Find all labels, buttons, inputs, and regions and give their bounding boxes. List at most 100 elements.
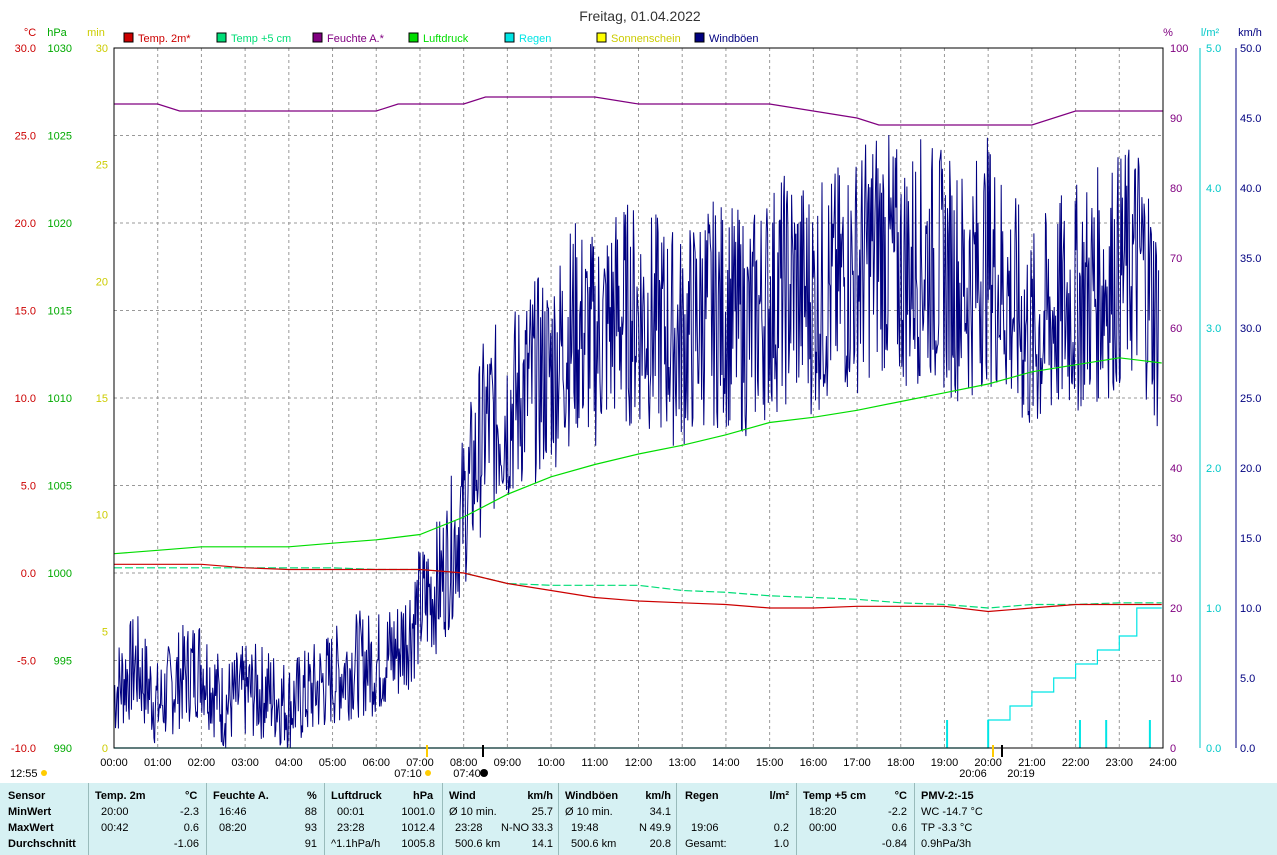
temp5cm-max: 0.6 <box>891 822 907 834</box>
series-temp-2m <box>114 563 1162 613</box>
wind-tick: 20.0 <box>1240 463 1261 475</box>
time-tick: 04:00 <box>275 757 303 769</box>
pmv-header: PMV-2:-15 <box>921 790 974 802</box>
humidity-tick: 60 <box>1170 323 1182 335</box>
humidity-tick: 40 <box>1170 463 1182 475</box>
humidity-tick: 30 <box>1170 533 1182 545</box>
rain-tick: 1.0 <box>1206 603 1221 615</box>
wind-max-dir: N-NO <box>501 822 530 834</box>
wind-tick: 30.0 <box>1240 323 1261 335</box>
temp2m-max-time: 00:42 <box>101 822 129 834</box>
plot-frame <box>113 47 1164 749</box>
time-tick: 17:00 <box>843 757 871 769</box>
humidity-tick: 80 <box>1170 183 1182 195</box>
legend-swatch <box>596 32 607 43</box>
pressure-tick: 990 <box>54 743 72 755</box>
sun-tick: 0 <box>102 743 108 755</box>
pmv-dewpoint: TP -3.3 °C <box>921 822 973 834</box>
rain-axis-unit: l/m² <box>1201 27 1220 39</box>
temp-tick: 10.0 <box>15 393 36 405</box>
summary-row-max: MaxWert <box>8 822 54 834</box>
sunset-label: 20:06 <box>959 768 987 780</box>
rain-header: Regen <box>685 790 719 802</box>
temp2m-max: 0.6 <box>183 822 199 834</box>
wind-avg10: 25.7 <box>531 806 553 818</box>
series-windb-en <box>113 135 1160 749</box>
legend: Temp. 2m* Temp +5 cm Feuchte A.* Luftdruck R… <box>123 32 759 45</box>
legend-label: Temp. 2m* <box>138 33 191 45</box>
gusts-unit: km/h <box>645 790 671 802</box>
pressure-max-time: 23:28 <box>337 822 365 834</box>
rain-max-time: 19:06 <box>691 822 719 834</box>
time-tick: 05:00 <box>319 757 347 769</box>
time-tick: 20:00 <box>974 757 1002 769</box>
humidity-tick: 50 <box>1170 393 1182 405</box>
sunrise-icon <box>425 770 431 776</box>
summary-table: Sensor MinWert MaxWert Durchschnitt Temp… <box>0 783 1277 855</box>
temp5cm-avg: -0.84 <box>881 838 907 850</box>
gusts-avg10: 34.1 <box>649 806 671 818</box>
gusts-distance: 500.6 km <box>571 838 617 850</box>
time-tick: 03:00 <box>231 757 259 769</box>
temp2m-min: -2.3 <box>180 806 199 818</box>
wind-tick: 50.0 <box>1240 43 1261 55</box>
wind-tick: 45.0 <box>1240 113 1261 125</box>
temp-tick: 20.0 <box>15 218 36 230</box>
gusts-header: Windböen <box>565 790 619 802</box>
summary-row-avg: Durchschnitt <box>8 838 76 850</box>
summary-row-min: MinWert <box>8 806 52 818</box>
rain-total: 1.0 <box>773 838 789 850</box>
pressure-tick: 1000 <box>48 568 72 580</box>
pressure-axis-unit: hPa <box>47 27 67 39</box>
pressure-trend: ^1.1hPa/h <box>331 838 381 850</box>
moon-icon <box>480 769 488 777</box>
humidity-tick: 70 <box>1170 253 1182 265</box>
time-tick: 01:00 <box>144 757 172 769</box>
time-tick: 07:00 <box>406 757 434 769</box>
humidity-max: 93 <box>304 822 317 834</box>
wind-max: 33.3 <box>531 822 553 834</box>
pressure-tick: 1015 <box>48 306 72 318</box>
legend-swatch <box>408 32 419 43</box>
wind-tick: 10.0 <box>1240 603 1261 615</box>
sun-icon <box>41 770 47 776</box>
rain-tick: 0.0 <box>1206 743 1221 755</box>
temp-tick: 30.0 <box>15 43 36 55</box>
humidity-avg: 91 <box>304 838 317 850</box>
gusts-avg10-label: Ø 10 min. <box>565 806 613 818</box>
gusts-avg: 20.8 <box>649 838 671 850</box>
series-group <box>113 96 1163 749</box>
wind-tick: 35.0 <box>1240 253 1261 265</box>
summary-sensor-header: Sensor <box>8 790 46 802</box>
temp-tick: 0.0 <box>21 568 36 580</box>
time-tick: 14:00 <box>712 757 740 769</box>
pressure-tick: 995 <box>54 656 72 668</box>
sun-tick: 15 <box>96 393 108 405</box>
temp-tick: 15.0 <box>15 306 36 318</box>
time-tick: 22:00 <box>1062 757 1090 769</box>
temp5cm-min: -2.2 <box>888 806 907 818</box>
temp5cm-max-time: 00:00 <box>809 822 837 834</box>
legend-swatch <box>123 32 134 43</box>
humidity-min: 88 <box>304 806 317 818</box>
wind-avg: 14.1 <box>531 838 553 850</box>
legend-label: Regen <box>519 33 551 45</box>
summary-col-pressure: Luftdruck hPa 00:01 1001.0 23:28 1012.4 … <box>324 783 443 855</box>
sunrise-label: 07:10 <box>394 768 422 780</box>
legend-label: Feuchte A.* <box>327 33 385 45</box>
grid <box>114 48 1163 748</box>
pressure-tick: 1020 <box>48 218 72 230</box>
temp-axis-unit: °C <box>24 27 36 39</box>
series-luftdruck <box>113 357 1162 555</box>
wind-max-time: 23:28 <box>455 822 483 834</box>
pressure-tick: 1010 <box>48 393 72 405</box>
pressure-tick: 1025 <box>48 131 72 143</box>
temp-tick: 5.0 <box>21 481 36 493</box>
time-tick: 18:00 <box>887 757 915 769</box>
temp-tick: 25.0 <box>15 131 36 143</box>
legend-swatch <box>312 32 323 43</box>
series-temp-5-cm <box>114 567 1162 609</box>
wind-avg10-label: Ø 10 min. <box>449 806 497 818</box>
series-feuchte-a <box>114 96 1163 126</box>
summary-col-humidity: Feuchte A. % 16:46 88 08:20 93 91 <box>206 783 325 855</box>
